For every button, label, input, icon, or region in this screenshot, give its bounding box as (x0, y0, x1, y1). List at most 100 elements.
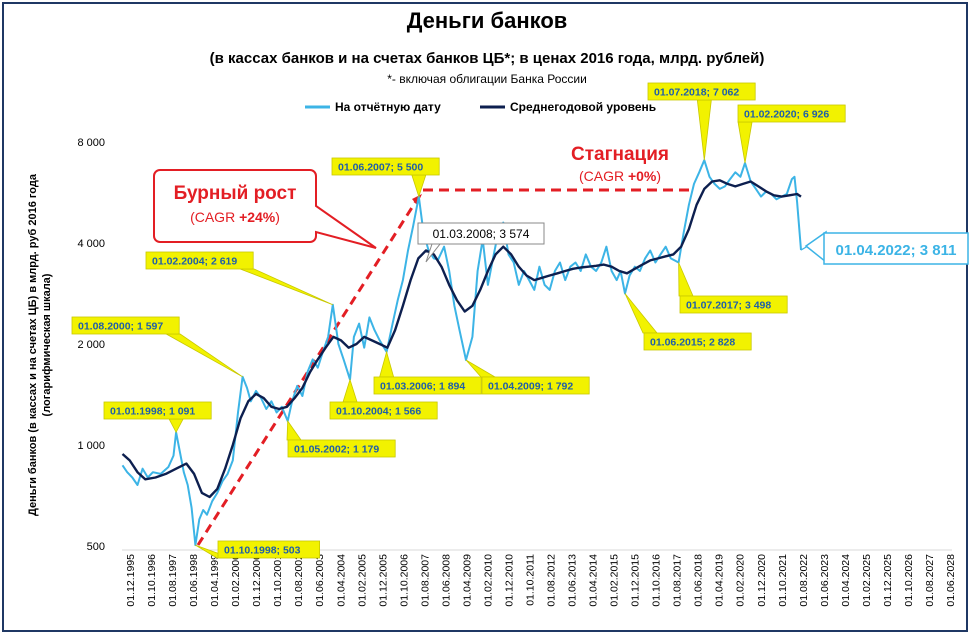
series-line-average (121, 179, 802, 499)
callout-label: 01.02.2020; 6 926 (744, 109, 829, 121)
x-tick-label: 01.10.1996 (146, 554, 158, 607)
callout-label: 01.06.2007; 5 500 (338, 162, 423, 174)
x-tick-label: 01.02.2000 (230, 554, 242, 607)
x-tick-label: 01.12.1995 (125, 554, 137, 607)
x-tick-label: 01.04.2014 (588, 554, 600, 607)
x-tick-label: 01.08.2017 (672, 554, 684, 607)
callout-box (643, 332, 752, 351)
callout-pointer (240, 268, 333, 306)
callout-pointer (379, 350, 395, 378)
chart-note: *- включая облигации Банка России (387, 72, 587, 86)
x-tick-label: 01.06.1998 (188, 554, 200, 607)
growth-cagr-prefix: (CAGR (190, 209, 239, 225)
x-tick-label: 01.06.2023 (819, 554, 831, 607)
x-tick-label: 01.12.2010 (503, 554, 515, 607)
callout-label: 01.06.2015; 2 828 (650, 337, 735, 349)
growth-cagr-suffix: ) (275, 209, 280, 225)
stagnation-cagr-suffix: ) (656, 168, 661, 184)
stagnation-title: Стагнация (571, 144, 669, 165)
stagnation-cagr-value: +0% (628, 168, 657, 184)
callout-pointer (624, 293, 658, 334)
x-tick-label: 01.02.2025 (861, 554, 873, 607)
callout-pointer (164, 333, 243, 378)
y-tick-label: 4 000 (77, 238, 105, 250)
callout-pointer (286, 419, 302, 441)
callout-box (71, 316, 180, 335)
callout-pointer (678, 262, 694, 297)
x-tick-label: 01.04.2019 (714, 554, 726, 607)
last-value-text: 01.04.2022; 3 811 (836, 242, 957, 259)
y-tick-label: 2 000 (77, 339, 105, 351)
x-tick-label: 01.04.2024 (840, 554, 852, 607)
stagnation-cagr-prefix: (CAGR (579, 168, 628, 184)
y-tick-label: 1 000 (77, 440, 105, 452)
series-line-reported (121, 159, 802, 547)
chart-subtitle: (в кассах банков и на счетах банков ЦБ*;… (209, 50, 765, 67)
callout-box (647, 82, 756, 101)
callout-box (331, 157, 440, 176)
x-tick-label: 01.02.2015 (609, 554, 621, 607)
y-axis-label-line2: (логарифмическая шкала) (41, 273, 53, 416)
y-tick-label: 500 (87, 541, 105, 553)
chart-title: Деньги банков (406, 8, 568, 33)
x-tick-label: 01.06.2003 (314, 554, 326, 607)
x-tick-label: 01.06.2008 (440, 554, 452, 607)
y-tick-label: 8 000 (77, 137, 105, 149)
x-tick-label: 01.06.2028 (945, 554, 957, 607)
y-axis-label-line1: Деньги банков (в кассах и на счетах ЦБ) … (27, 173, 39, 516)
growth-annotation: Бурный рост (CAGR +24%) (153, 169, 377, 249)
y-axis-ticks: 500 1 000 2 000 4 000 8 000 (77, 137, 105, 553)
callout-pointer (465, 359, 497, 378)
growth-cagr-value: +24% (239, 209, 276, 225)
last-value-annotation: 01.04.2022; 3 811 (804, 230, 969, 265)
x-tick-label: 01.10.2026 (903, 554, 915, 607)
callout-pointer (696, 99, 712, 161)
legend: На отчётную дату Среднегодовой уровень (305, 100, 656, 114)
tooltip-text: 01.03.2008; 3 574 (433, 227, 530, 241)
callout-label: 01.02.2004; 2 619 (152, 256, 237, 268)
callout-box (373, 376, 482, 395)
callout-label: 01.08.2000; 1 597 (78, 321, 163, 333)
legend-label-reported: На отчётную дату (335, 100, 441, 114)
x-tick-label: 01.12.2025 (882, 554, 894, 607)
x-tick-label: 01.10.2011 (524, 554, 536, 606)
x-tick-label: 01.08.2002 (293, 554, 305, 607)
callout-label: 01.05.2002; 1 179 (294, 444, 379, 456)
x-tick-label: 01.08.2027 (924, 554, 936, 607)
callout-box (217, 540, 320, 559)
callout-label: 01.07.2017; 3 498 (686, 300, 771, 312)
x-tick-label: 01.12.2015 (630, 554, 642, 607)
callout-box (145, 251, 254, 270)
x-tick-label: 01.04.2009 (461, 554, 473, 607)
x-tick-label: 01.08.2007 (419, 554, 431, 607)
x-tick-label: 01.04.1999 (209, 554, 221, 607)
callout-label: 01.07.2018; 7 062 (654, 87, 739, 99)
x-tick-label: 01.06.2018 (693, 554, 705, 607)
y-axis-label: Деньги банков (в кассах и на счетах ЦБ) … (27, 173, 53, 516)
callout-label: 01.10.1998; 503 (224, 545, 301, 557)
callout-label: 01.03.2006; 1 894 (380, 381, 465, 393)
last-value-pointer (804, 230, 827, 264)
tooltip-pointer (425, 243, 442, 263)
callout-box (103, 401, 212, 420)
callout-label: 01.01.1998; 1 091 (110, 406, 195, 418)
x-tick-label: 01.04.2004 (335, 554, 347, 607)
x-tick-label: 01.02.2010 (482, 554, 494, 607)
legend-label-average: Среднегодовой уровень (510, 100, 656, 114)
callout-label: 01.04.2009; 1 792 (488, 381, 573, 393)
growth-cagr: (CAGR +24%) (190, 209, 280, 225)
tooltip-annotation: 01.03.2008; 3 574 (417, 222, 545, 263)
x-tick-label: 01.10.2006 (398, 554, 410, 607)
x-tick-label: 01.08.2012 (546, 554, 558, 607)
growth-trend-line (196, 197, 420, 546)
callouts-layer: 01.01.1998; 1 091 01.10.1998; 503 01.08.20… (71, 82, 846, 559)
x-tick-label: 01.02.2005 (356, 554, 368, 607)
growth-title: Бурный рост (174, 183, 297, 204)
x-axis-ticks: 01.12.1995 01.10.1996 01.08.1997 01.06.1998… (122, 549, 957, 607)
x-tick-label: 01.12.2000 (251, 554, 263, 607)
callout-box (737, 104, 846, 123)
callout-box (329, 401, 438, 420)
callout-box (679, 295, 788, 314)
x-tick-label: 01.12.2020 (756, 554, 768, 607)
